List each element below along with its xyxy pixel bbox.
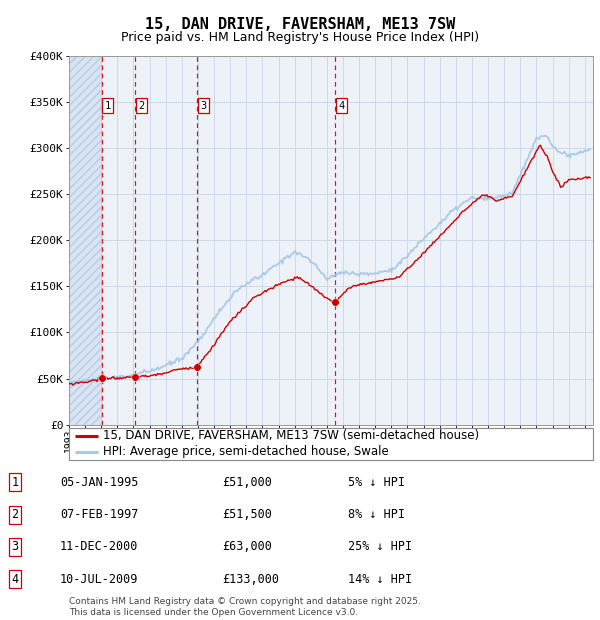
Text: 3: 3 — [11, 541, 19, 553]
Text: 15, DAN DRIVE, FAVERSHAM, ME13 7SW (semi-detached house): 15, DAN DRIVE, FAVERSHAM, ME13 7SW (semi… — [103, 429, 479, 442]
Text: £51,500: £51,500 — [222, 508, 272, 521]
Text: 5% ↓ HPI: 5% ↓ HPI — [348, 476, 405, 489]
Text: 4: 4 — [11, 573, 19, 585]
Text: £63,000: £63,000 — [222, 541, 272, 553]
Text: 8% ↓ HPI: 8% ↓ HPI — [348, 508, 405, 521]
Text: 1: 1 — [105, 100, 111, 110]
Text: HPI: Average price, semi-detached house, Swale: HPI: Average price, semi-detached house,… — [103, 445, 389, 458]
Text: 2: 2 — [11, 508, 19, 521]
Text: 4: 4 — [338, 100, 345, 110]
Text: This data is licensed under the Open Government Licence v3.0.: This data is licensed under the Open Gov… — [69, 608, 358, 617]
FancyBboxPatch shape — [69, 428, 593, 460]
Text: Contains HM Land Registry data © Crown copyright and database right 2025.: Contains HM Land Registry data © Crown c… — [69, 597, 421, 606]
Text: 3: 3 — [200, 100, 206, 110]
Text: 2: 2 — [139, 100, 145, 110]
Text: 25% ↓ HPI: 25% ↓ HPI — [348, 541, 412, 553]
Text: £51,000: £51,000 — [222, 476, 272, 489]
Bar — [69, 56, 101, 425]
Text: 05-JAN-1995: 05-JAN-1995 — [60, 476, 139, 489]
Text: 14% ↓ HPI: 14% ↓ HPI — [348, 573, 412, 585]
Text: 10-JUL-2009: 10-JUL-2009 — [60, 573, 139, 585]
Text: £133,000: £133,000 — [222, 573, 279, 585]
Text: 15, DAN DRIVE, FAVERSHAM, ME13 7SW: 15, DAN DRIVE, FAVERSHAM, ME13 7SW — [145, 17, 455, 32]
Text: 07-FEB-1997: 07-FEB-1997 — [60, 508, 139, 521]
Text: 11-DEC-2000: 11-DEC-2000 — [60, 541, 139, 553]
Text: Price paid vs. HM Land Registry's House Price Index (HPI): Price paid vs. HM Land Registry's House … — [121, 31, 479, 44]
Text: 1: 1 — [11, 476, 19, 489]
